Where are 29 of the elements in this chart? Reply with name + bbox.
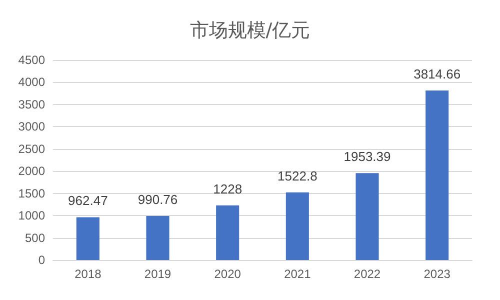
y-tick-label: 3500 — [18, 97, 46, 112]
y-tick-label: 1500 — [18, 186, 46, 200]
bar — [146, 216, 170, 260]
chart-title: 市场规模/亿元 — [190, 20, 310, 42]
x-tick-label: 2020 — [214, 267, 242, 281]
y-tick-label: 0 — [38, 253, 46, 267]
data-label: 962.47 — [68, 193, 108, 208]
x-tick-label: 2021 — [284, 267, 312, 281]
data-label: 1953.39 — [344, 149, 391, 164]
y-tick-label: 2500 — [18, 142, 46, 156]
data-label: 990.76 — [138, 192, 178, 207]
bar — [356, 173, 379, 260]
y-tick-label: 3000 — [18, 120, 46, 134]
y-tick-label: 4500 — [18, 53, 46, 67]
y-tick-label: 1000 — [18, 208, 46, 223]
x-tick-label: 2022 — [354, 267, 381, 281]
data-label: 1522.8 — [278, 168, 318, 184]
x-tick-label: 2019 — [144, 267, 172, 281]
y-tick-label: 2000 — [18, 164, 46, 178]
bar — [216, 205, 240, 260]
bar — [76, 217, 100, 260]
x-tick-label: 2018 — [74, 267, 102, 281]
x-tick-label: 2023 — [424, 267, 451, 281]
y-tick-label: 4000 — [18, 75, 46, 90]
bar — [286, 192, 309, 260]
bar — [426, 90, 449, 260]
y-tick-label: 500 — [24, 230, 46, 245]
data-label: 1228 — [213, 181, 242, 196]
data-label: 3814.66 — [414, 66, 461, 82]
